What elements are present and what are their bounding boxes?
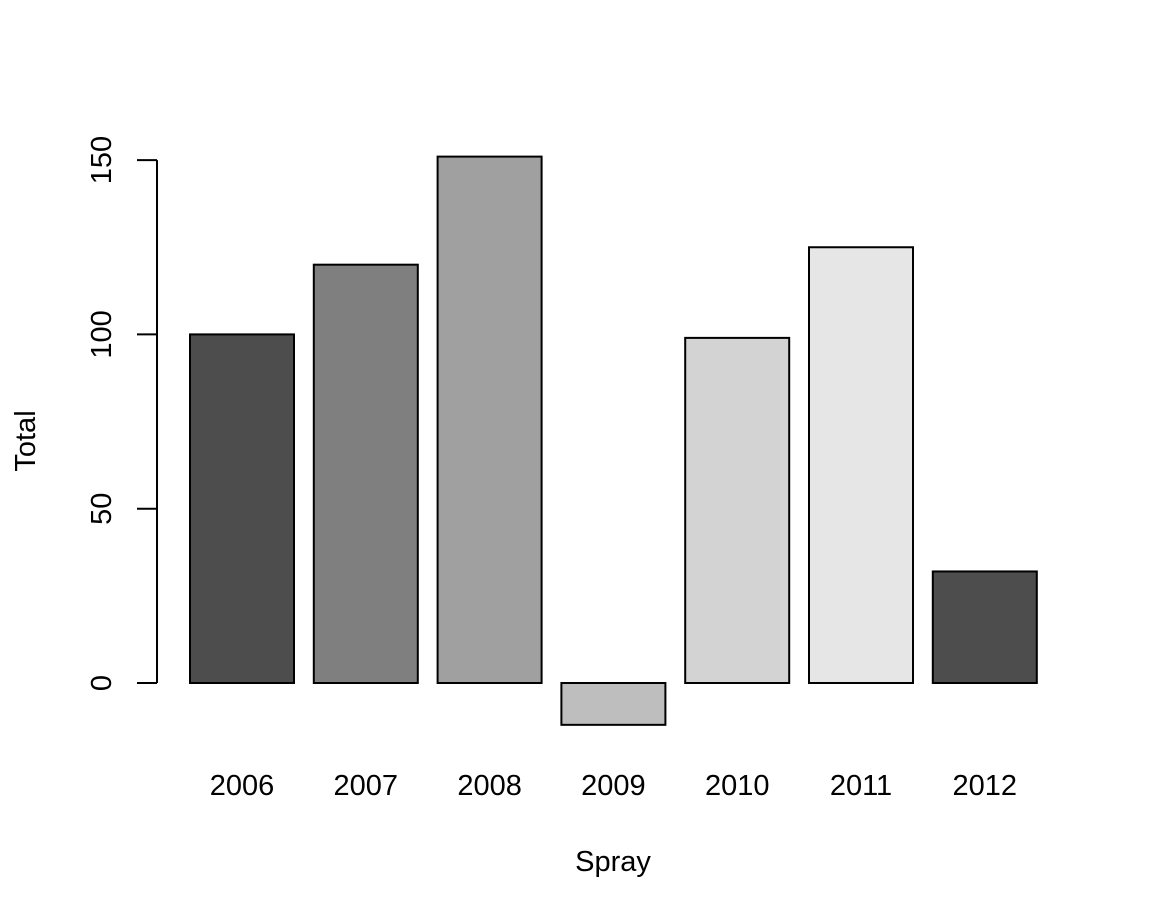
x-tick-label-2011: 2011 xyxy=(830,770,892,802)
bar-2007 xyxy=(312,263,419,684)
bar-2009 xyxy=(560,682,667,726)
x-tick-label-2012: 2012 xyxy=(953,770,1018,802)
bar-2011 xyxy=(808,246,914,684)
y-tick-label-50: 50 xyxy=(86,493,118,525)
y-tick-label-150: 150 xyxy=(86,136,118,184)
y-axis: 0 50 100 150 xyxy=(86,136,158,691)
y-tick-label-0: 0 xyxy=(86,675,118,691)
x-tick-label-2010: 2010 xyxy=(705,770,770,802)
x-tick-label-2006: 2006 xyxy=(210,770,275,802)
x-tick-label-2007: 2007 xyxy=(334,770,399,802)
y-tick-label-100: 100 xyxy=(86,310,118,358)
bar-2006 xyxy=(189,333,295,684)
x-axis-label: Spray xyxy=(575,846,651,878)
x-tick-labels: 2006 2007 2008 2009 2010 2011 2012 xyxy=(210,770,1017,802)
bar-2012 xyxy=(931,570,1038,684)
y-axis-label: Total xyxy=(10,410,42,471)
x-tick-label-2009: 2009 xyxy=(581,770,646,802)
bars-group xyxy=(189,155,1038,726)
x-tick-label-2008: 2008 xyxy=(457,770,522,802)
bar-2008 xyxy=(436,155,543,684)
bar-2010 xyxy=(684,336,791,684)
